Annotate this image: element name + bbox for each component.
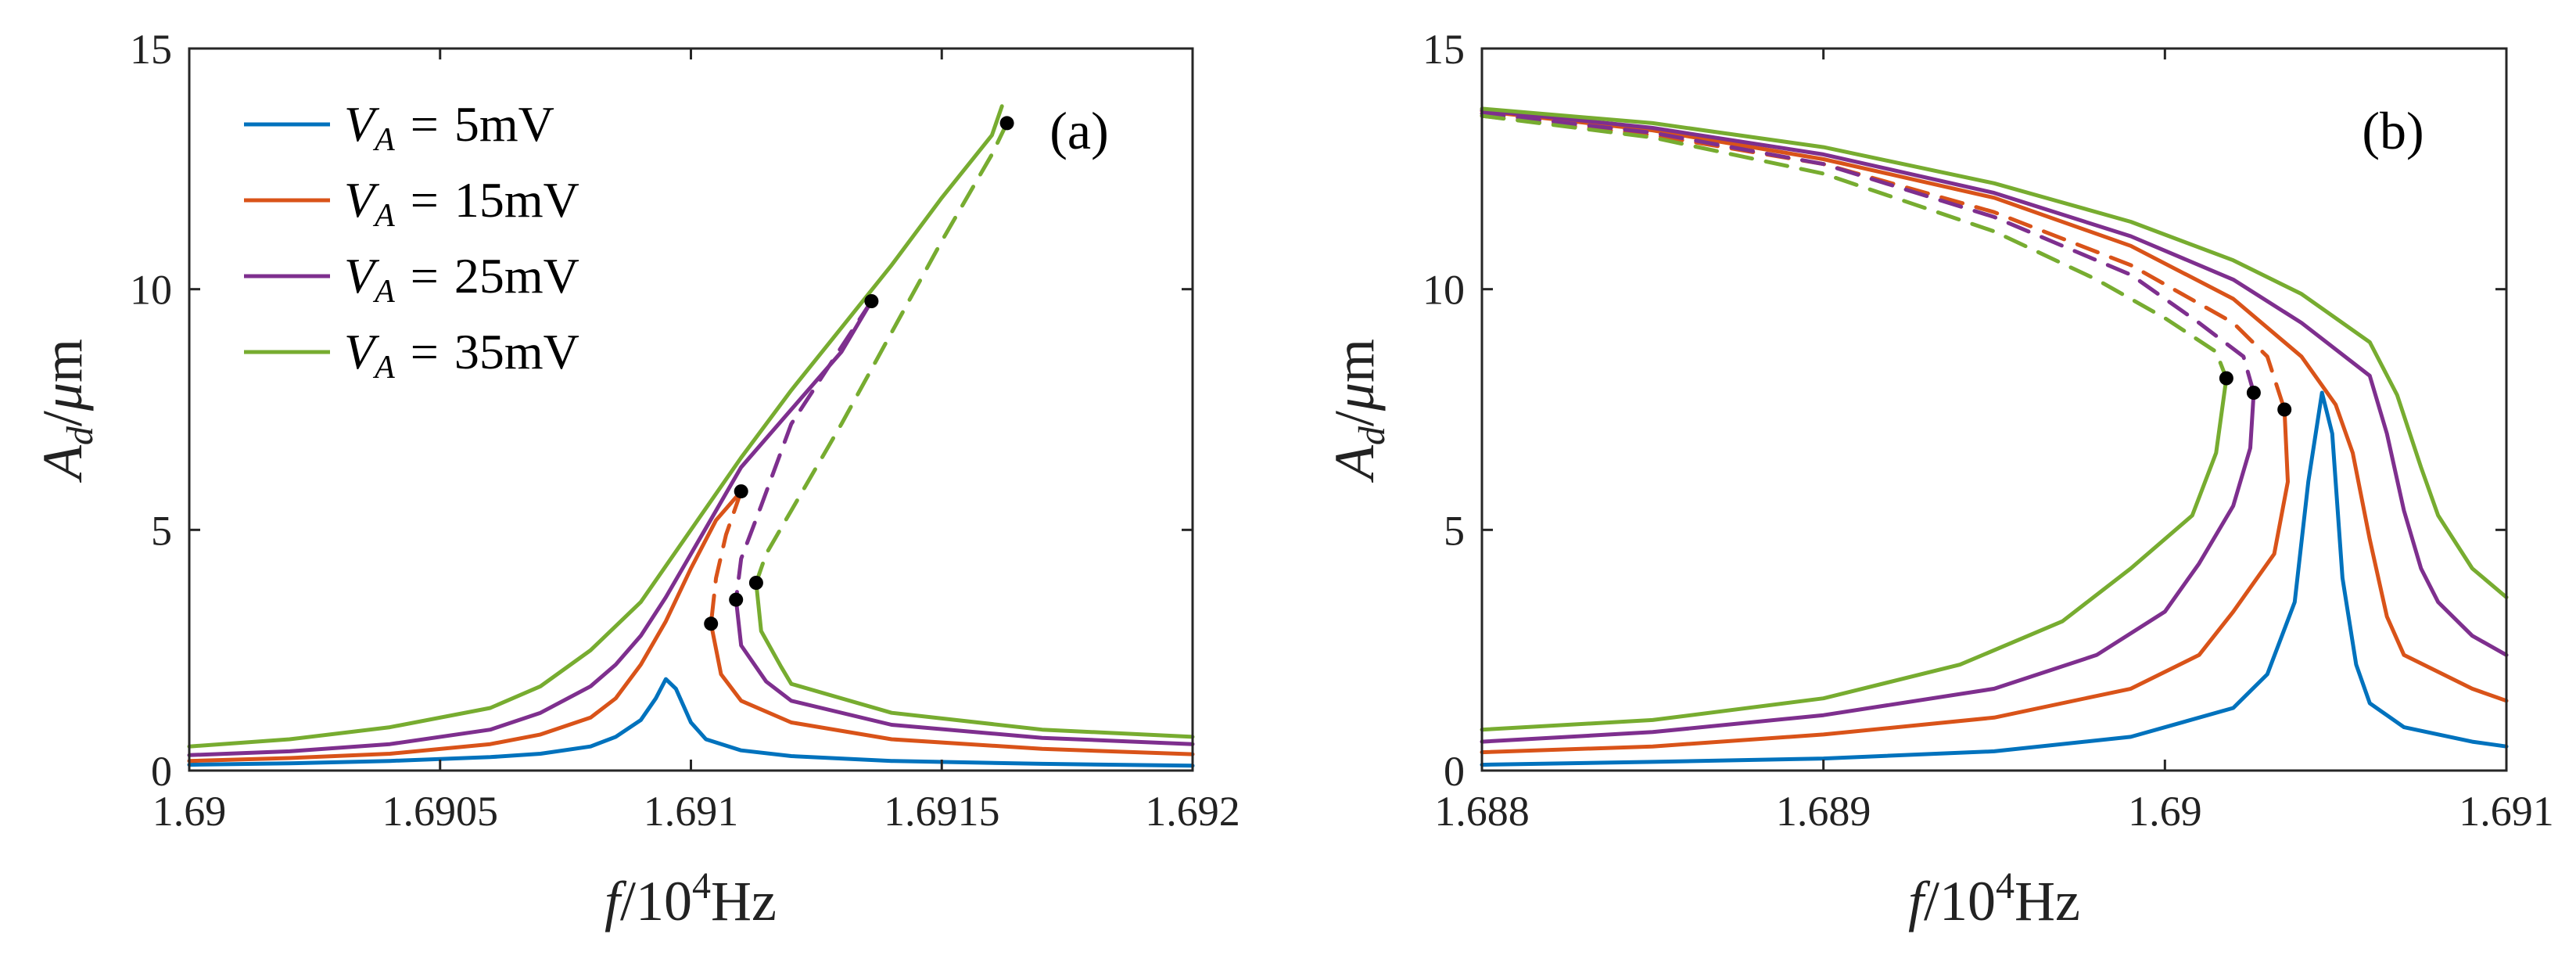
panel-a-ticks-group: 1.69 1.6905 1.691 1.6915 1.692 0 5 10 15 [130, 26, 1240, 835]
panel-a-ytick-label-3: 15 [130, 26, 172, 73]
panel-a-plot-area [189, 49, 1193, 771]
legend-sub-5mv: A [372, 122, 395, 158]
panel-a-label: (a) [1049, 101, 1108, 160]
panel-b-ytick-label-1: 5 [1444, 507, 1465, 554]
panel-b-plot-area [1482, 49, 2506, 771]
svg-text:VA=5mV: VA = 5mV [344, 96, 554, 158]
legend: VA = 5mV VA = 15mV VA = 25mV VA = 35mV [244, 96, 579, 386]
legend-entry-5mv: VA = 5mV [244, 96, 554, 158]
panel-a-marker-1 [734, 484, 748, 499]
panel-a-marker-4 [748, 576, 763, 590]
panel-b-markers-group [2219, 371, 2292, 417]
panel-a-ytick-label-2: 10 [130, 267, 172, 314]
panel-b-series-6-dashed [1480, 111, 2256, 395]
panel-b-series-4-line [1480, 108, 2509, 657]
legend-entry-15mv: VA = 15mV [244, 172, 579, 234]
legend-var-5mv: V [344, 96, 380, 152]
panel-a-series-9-dashed [754, 120, 1010, 585]
svg-text:VA=35mV: VA = 35mV [344, 324, 579, 386]
panel-a-xtick-label-4: 1.692 [1145, 788, 1240, 835]
legend-var-25mv: V [344, 248, 380, 304]
panel-a-marker-3 [864, 294, 879, 308]
panel-a-series-1-line [187, 489, 744, 764]
panel-a-x-axis-label: f/104Hz [605, 865, 777, 932]
legend-entry-35mv: VA = 35mV [244, 324, 579, 386]
panel-a-series-7-line [187, 104, 1004, 749]
panel-b-axes-box [1480, 47, 2508, 772]
panel-a-y-axis-label: Ad/μm [31, 339, 101, 483]
svg-text:VA=15mV: VA = 15mV [344, 172, 579, 234]
panel-a-xtick-label-3: 1.6915 [884, 788, 1000, 835]
legend-eq-25mv: = [411, 248, 439, 304]
legend-sub-25mv: A [372, 274, 395, 310]
panel-a-xtick-label-1: 1.6905 [382, 788, 499, 835]
panel-a-marker-0 [704, 616, 719, 631]
panel-a-ytick-label-0: 0 [151, 748, 172, 795]
panel-b-xtick-label-1: 1.689 [1776, 788, 1871, 835]
legend-entry-25mv: VA = 25mV [244, 248, 579, 310]
panel-b-series-1-line [1480, 109, 2509, 703]
panel-a-series-8-line [754, 580, 1195, 739]
panel-a-series-5-line [734, 598, 1195, 746]
legend-eq-15mv: = [411, 172, 439, 228]
panel-b-chart: 1.688 1.689 1.69 1.691 0 5 10 15 (b) Ad/μm f/10… [1323, 26, 2554, 932]
legend-var-15mv: V [344, 172, 380, 228]
panel-b-series-group [1480, 106, 2509, 767]
panel-b-xtick-label-2: 1.69 [2128, 788, 2202, 835]
panel-b-marker-0 [2219, 371, 2233, 386]
legend-val-15mv: 15mV [454, 172, 579, 228]
panel-a-markers-group [704, 116, 1014, 631]
panel-b-series-3-dashed [1480, 113, 2287, 411]
panel-b-ytick-label-3: 15 [1423, 26, 1465, 73]
panel-b-series-7-line [1480, 106, 2509, 599]
panel-b-label: (b) [2362, 101, 2424, 160]
panel-a-series-6-dashed [734, 299, 874, 602]
panel-a-series-2-line [709, 621, 1195, 756]
panel-b-ytick-label-2: 10 [1423, 267, 1465, 314]
panel-b-marker-1 [2246, 386, 2261, 400]
legend-sub-15mv: A [372, 198, 395, 234]
legend-eq-5mv: = [411, 96, 439, 152]
panel-b-series-9-dashed [1480, 113, 2229, 380]
panel-a-marker-2 [729, 592, 744, 607]
panel-b-xtick-label-0: 1.688 [1434, 788, 1530, 835]
legend-var-35mv: V [344, 324, 380, 379]
panel-b-series-0-line [1480, 390, 2509, 767]
panel-b-xtick-label-3: 1.691 [2459, 788, 2554, 835]
panel-a-marker-5 [999, 116, 1014, 131]
panel-b-ticks-group: 1.688 1.689 1.69 1.691 0 5 10 15 [1423, 26, 2554, 835]
panel-a-series-3-dashed [709, 489, 744, 626]
panel-a-ytick-label-1: 5 [151, 507, 172, 554]
panel-a-series-0-line [187, 677, 1195, 768]
panel-b-y-axis-label: Ad/μm [1323, 339, 1393, 483]
panel-a-series-group [187, 104, 1195, 768]
panel-a-axes-box [188, 47, 1194, 772]
panel-b-series-8-line [1480, 376, 2229, 732]
legend-eq-35mv: = [411, 324, 439, 379]
svg-text:VA=25mV: VA = 25mV [344, 248, 579, 310]
legend-val-25mv: 25mV [454, 248, 579, 304]
panel-a-xtick-label-2: 1.691 [644, 788, 739, 835]
panel-b-series-2-line [1480, 408, 2290, 755]
panel-b-series-5-line [1480, 390, 2256, 744]
legend-sub-35mv: A [372, 350, 395, 386]
panel-b-ytick-label-0: 0 [1444, 748, 1465, 795]
panel-b-x-axis-label: f/104Hz [1908, 865, 2080, 932]
legend-val-35mv: 35mV [454, 324, 579, 379]
panel-a-xtick-label-0: 1.69 [152, 788, 227, 835]
panel-a-series-4-line [187, 299, 874, 757]
panel-b-marker-2 [2277, 402, 2292, 417]
legend-val-5mv: 5mV [454, 96, 554, 152]
